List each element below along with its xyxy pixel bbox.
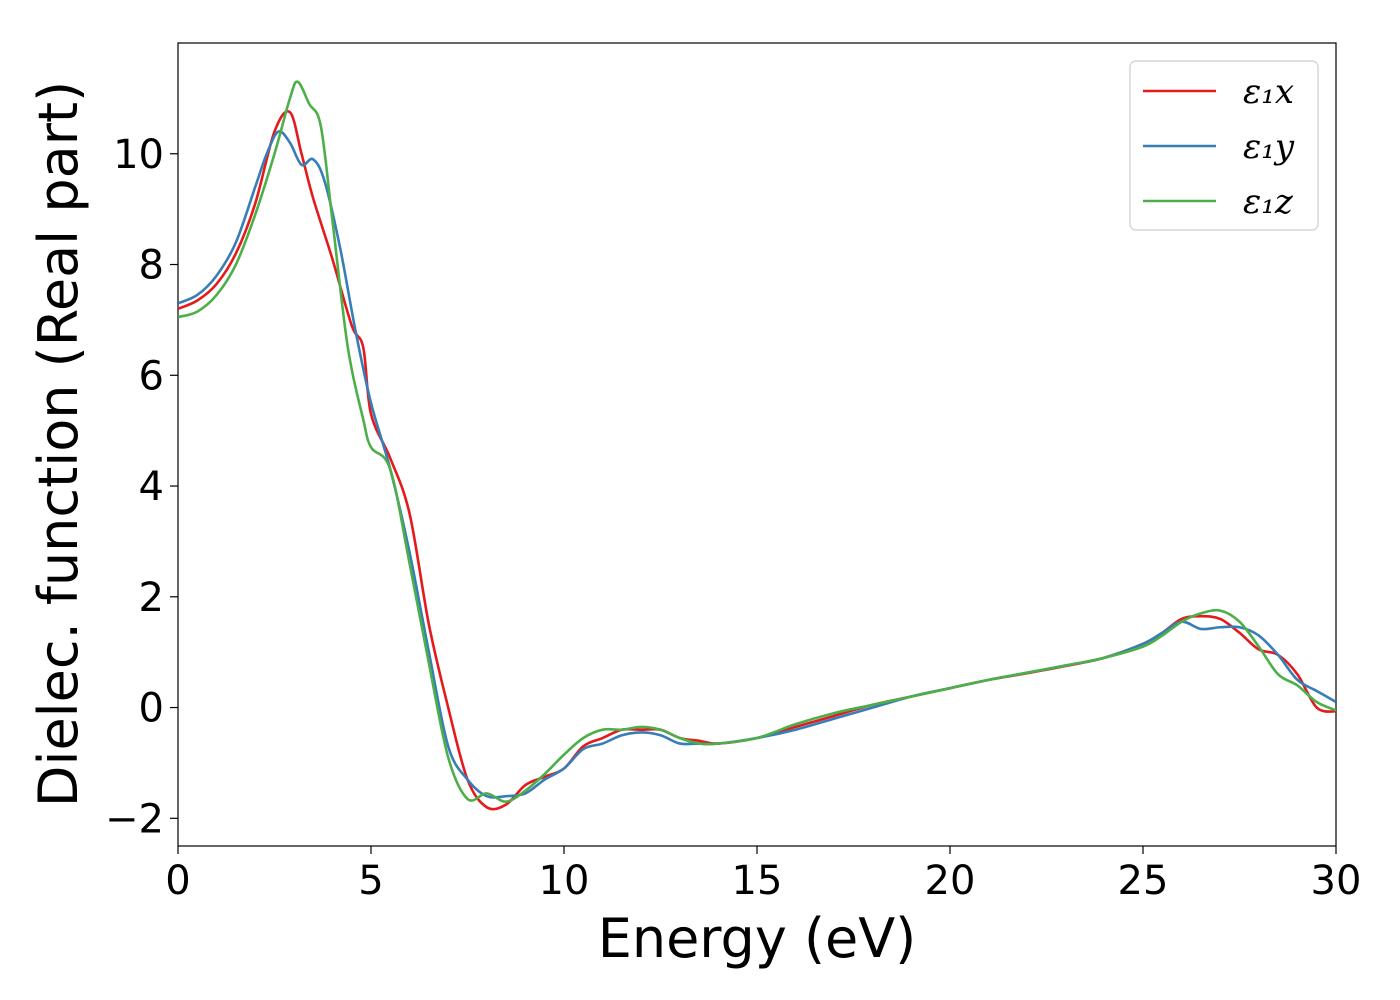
- series-layer: [178, 80, 1336, 811]
- x-tick-label: 10: [539, 858, 590, 904]
- x-axis-title: Energy (eV): [598, 907, 917, 970]
- legend-label-3: ε₁z: [1243, 182, 1294, 222]
- legend-box: [1129, 60, 1319, 231]
- y-tick-label: 6: [139, 353, 164, 399]
- legend-label-2: ε₁y: [1243, 127, 1295, 167]
- x-tick-label: 5: [358, 858, 383, 904]
- y-tick-label: 0: [139, 686, 164, 732]
- y-axis-title: Dielec. function (Real part): [27, 81, 90, 807]
- y-tick-label: 10: [113, 132, 164, 178]
- y-tick-label: −2: [105, 796, 164, 842]
- y-tick-label: 8: [139, 243, 164, 289]
- series-line-2: [178, 130, 1336, 799]
- x-tick-label: 20: [925, 858, 976, 904]
- x-tick-label: 25: [1118, 858, 1169, 904]
- series-line-3: [178, 80, 1336, 803]
- legend-label-1: ε₁x: [1243, 72, 1294, 112]
- y-tick-label: 2: [139, 575, 164, 621]
- x-tick-label: 30: [1311, 858, 1362, 904]
- x-tick-label: 0: [165, 858, 190, 904]
- legend: ε₁x ε₁y ε₁z: [1129, 60, 1319, 231]
- x-tick-label: 15: [732, 858, 783, 904]
- y-tick-label: 4: [139, 464, 164, 510]
